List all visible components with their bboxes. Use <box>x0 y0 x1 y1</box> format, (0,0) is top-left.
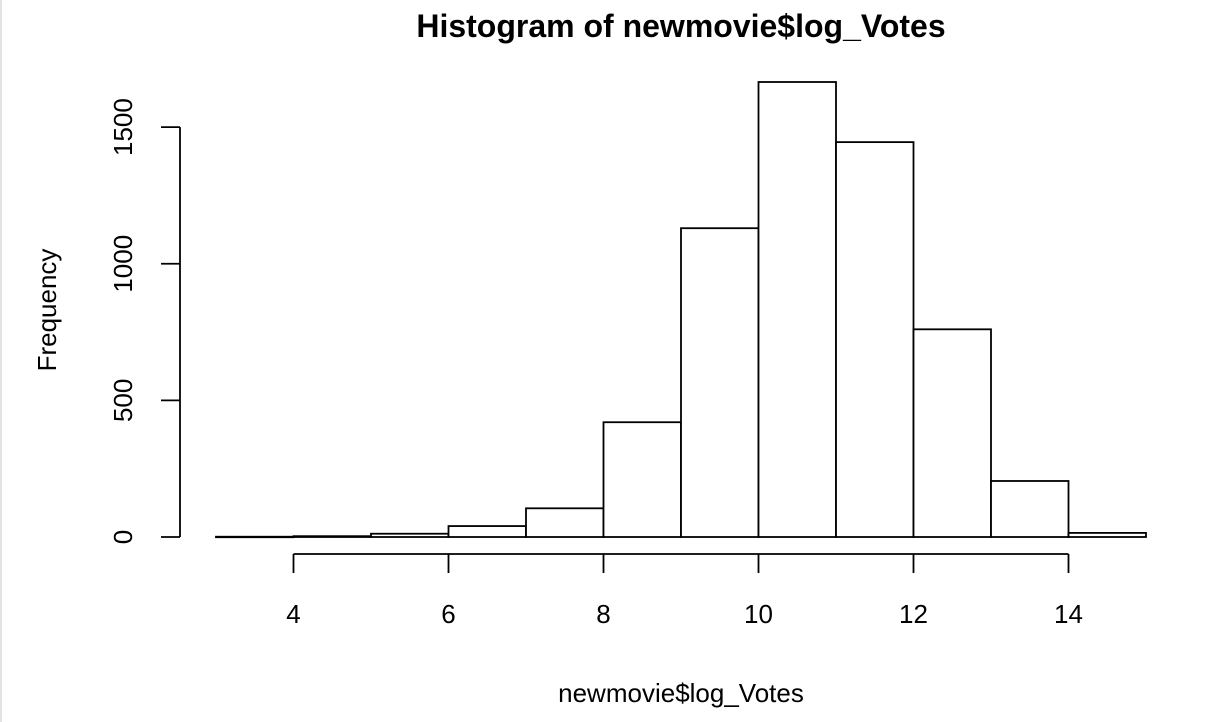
bars-group <box>215 81 1147 539</box>
x-tick-label: 8 <box>596 599 610 629</box>
y-tick-label: 500 <box>108 379 138 422</box>
y-axis: 0 500 1000 1500 <box>108 98 181 544</box>
histogram-bar <box>525 507 605 538</box>
x-axis-label: newmovie$log_Votes <box>558 678 804 708</box>
y-tick-label: 1000 <box>108 235 138 293</box>
y-axis-label: Frequency <box>32 249 62 372</box>
x-tick-label: 14 <box>1054 599 1083 629</box>
histogram-bar <box>835 141 915 538</box>
histogram-bar <box>990 480 1070 538</box>
x-tick-label: 4 <box>286 599 300 629</box>
chart-title: Histogram of newmovie$log_Votes <box>416 8 945 44</box>
histogram-bar <box>292 535 372 538</box>
x-tick-label: 6 <box>441 599 455 629</box>
histogram-bar <box>1067 532 1147 538</box>
histogram-bar <box>680 227 760 538</box>
histogram-bar <box>602 421 682 538</box>
left-frame-border <box>0 0 2 722</box>
x-tick-label: 10 <box>744 599 773 629</box>
y-tick-label: 0 <box>108 530 138 544</box>
histogram-bar <box>912 328 992 538</box>
y-tick-label: 1500 <box>108 98 138 156</box>
histogram-bar <box>447 525 527 538</box>
x-axis: 4 6 8 10 12 14 <box>286 553 1083 629</box>
histogram-bar <box>370 532 450 538</box>
histogram-bar <box>215 535 295 539</box>
histogram-bar <box>757 81 837 538</box>
x-tick-label: 12 <box>899 599 928 629</box>
